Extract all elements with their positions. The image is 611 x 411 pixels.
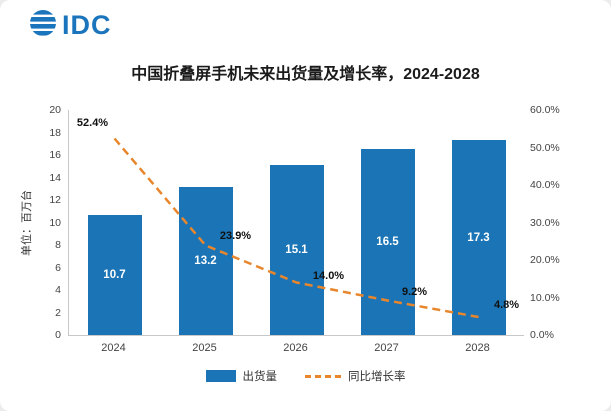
left-axis-tick: 14 [49,171,61,184]
legend: 出货量 同比增长率 [0,368,611,384]
shipments-bar-swatch-icon [205,370,236,382]
x-axis-label-2025: 2025 [192,342,217,354]
x-axis-label-2026: 2026 [283,342,308,354]
legend-item-growth: 同比增长率 [305,368,406,384]
chart-area: 单位：百万台 0 2 4 6 8 10 12 14 16 18 20 10.7 13.2 15.1 16.… [16,104,611,354]
left-axis-ticks: 0 2 4 6 8 10 12 14 16 18 20 [36,104,68,341]
legend-label-growth: 同比增长率 [348,371,406,383]
right-axis-tick: 60.0% [530,104,560,116]
left-axis-title: 单位：百万台 [21,189,33,256]
plot-column: 10.7 13.2 15.1 16.5 17.3 52.4% 23.9% 14.0% 9.2% 4… [68,110,524,354]
left-axis-title-column: 单位：百万台 [16,110,36,335]
bar-value-label: 10.7 [103,268,126,281]
bar-value-label: 15.1 [285,244,308,257]
legend-label-shipments: 出货量 [242,371,278,383]
right-axis-ticks: 0.0% 10.0% 20.0% 30.0% 40.0% 50.0% 60.0% [523,104,579,341]
bar-value-label: 17.3 [467,231,490,244]
legend-item-shipments: 出货量 [205,368,278,384]
growth-dashed-line-swatch-icon [305,374,341,378]
growth-value-label: 14.0% [312,269,345,282]
growth-value-label: 23.9% [219,230,252,243]
chart-title: 中国折叠屏手机未来出货量及增长率，2024-2028 [131,66,480,83]
right-axis-tick: 10.0% [530,291,560,304]
idc-globe-icon [28,8,58,43]
idc-logo-text: IDC [62,10,112,40]
growth-value-label: 52.4% [76,116,109,129]
left-axis-tick: 20 [49,104,61,116]
x-axis-label-2027: 2027 [374,342,399,354]
left-axis-tick: 4 [55,284,61,296]
left-axis-tick: 16 [49,149,61,161]
left-axis-tick: 10 [49,216,61,229]
right-axis-tick: 40.0% [530,179,560,191]
bar-2027: 16.5 [360,149,415,335]
right-axis-tick: 30.0% [530,216,560,229]
growth-value-label: 4.8% [493,299,520,311]
x-axis-labels: 2024 2025 2026 2027 2028 [68,342,523,354]
left-axis-tick: 6 [55,261,61,274]
plot-area: 10.7 13.2 15.1 16.5 17.3 52.4% 23.9% 14.0% 9.2% 4… [68,110,524,336]
left-axis-tick: 0 [55,329,61,341]
x-axis-label-2028: 2028 [465,342,490,354]
growth-value-label: 9.2% [401,285,428,298]
x-axis-label-2024: 2024 [101,342,126,354]
left-axis-tick: 12 [49,194,61,206]
right-axis-tick: 0.0% [530,329,554,341]
bar-2024: 10.7 [87,214,142,335]
bar-2025: 13.2 [178,186,233,335]
right-axis-tick: 50.0% [530,141,560,154]
left-axis-tick: 18 [49,126,61,139]
bar-2026: 15.1 [269,165,324,335]
left-axis-tick: 2 [55,306,61,319]
bar-value-label: 13.2 [194,254,217,267]
bar-value-label: 16.5 [376,236,399,249]
left-axis-tick: 8 [55,239,61,251]
right-axis-tick: 20.0% [530,254,560,266]
idc-logo: IDC [28,8,112,43]
